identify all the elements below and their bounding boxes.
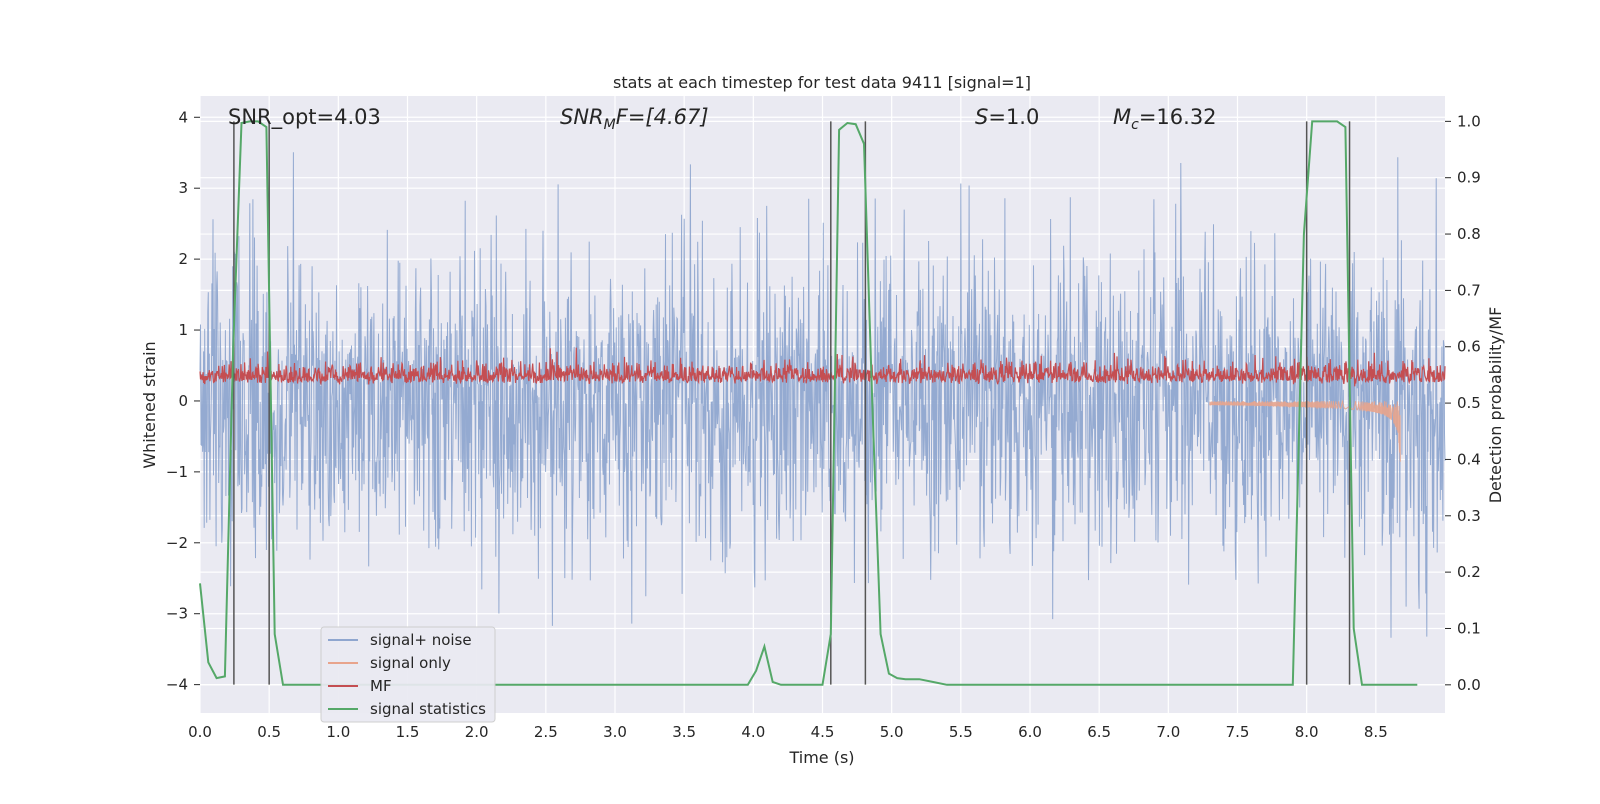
series-mf	[199, 347, 1446, 387]
y-axis-ticks: −4 −3 −2 −1 0 1 2 3 4	[166, 108, 200, 694]
x-tick-label: 1.0	[326, 723, 350, 741]
y-axis-label: Whitened strain	[140, 341, 159, 468]
series-mf-line	[199, 347, 1446, 387]
x-tick-label: 0.5	[257, 723, 281, 741]
y-tick-label: 4	[178, 108, 188, 126]
legend-label-signal-noise: signal+ noise	[370, 631, 472, 649]
x-tick-label: 2.0	[465, 723, 489, 741]
legend-label-signal-only: signal only	[370, 654, 451, 672]
annotation-snr-mf: SNRMF=[4.67]	[560, 105, 709, 133]
y-right-tick-label: 0.4	[1457, 450, 1481, 468]
x-tick-label: 3.5	[672, 723, 696, 741]
y-axis-right-label: Detection probability/MF	[1486, 307, 1505, 504]
y-tick-label: −2	[166, 534, 188, 552]
y-right-tick-label: 0.9	[1457, 169, 1481, 187]
x-tick-label: 4.5	[811, 723, 835, 741]
y-right-tick-label: 0.1	[1457, 619, 1481, 637]
y-tick-label: −1	[166, 463, 188, 481]
x-tick-label: 5.5	[949, 723, 973, 741]
y-tick-label: −4	[166, 676, 188, 694]
legend: signal+ noise signal only MF signal stat…	[320, 626, 496, 723]
y-right-tick-label: 0.6	[1457, 338, 1481, 356]
x-tick-label: 5.0	[880, 723, 904, 741]
x-axis-label: Time (s)	[788, 748, 854, 767]
annotation-snr-opt: SNR_opt=4.03	[228, 105, 381, 130]
x-tick-label: 3.0	[603, 723, 627, 741]
x-tick-label: 1.5	[396, 723, 420, 741]
series-signal-only-line	[1209, 399, 1401, 462]
x-tick-label: 6.0	[1018, 723, 1042, 741]
y-right-tick-label: 0.0	[1457, 676, 1481, 694]
x-tick-label: 7.0	[1156, 723, 1180, 741]
y-right-tick-label: 0.2	[1457, 563, 1481, 581]
x-tick-label: 0.0	[188, 723, 212, 741]
y-tick-label: 0	[178, 392, 188, 410]
y-tick-label: 3	[178, 179, 188, 197]
series-signal-statistics-line	[199, 120, 1418, 686]
annotation-s: S=1.0	[975, 105, 1039, 129]
series-signal-noise	[199, 152, 1446, 638]
y-tick-label: −3	[166, 605, 188, 623]
x-tick-label: 4.0	[741, 723, 765, 741]
y-right-tick-label: 0.7	[1457, 281, 1481, 299]
y-right-tick-label: 1.0	[1457, 112, 1481, 130]
annotation-mc: Mc=16.32	[1113, 105, 1217, 133]
series-signal-only	[1209, 399, 1401, 462]
legend-box	[320, 626, 496, 723]
legend-label-signal-statistics: signal statistics	[370, 700, 486, 718]
y-tick-label: 2	[178, 250, 188, 268]
y-right-tick-label: 0.5	[1457, 394, 1481, 412]
x-tick-label: 6.5	[1087, 723, 1111, 741]
x-tick-label: 2.5	[534, 723, 558, 741]
series-signal-noise-line	[199, 152, 1446, 638]
x-tick-label: 8.5	[1364, 723, 1388, 741]
y-right-tick-label: 0.8	[1457, 225, 1481, 243]
y-axis-right-ticks: 0.0 0.1 0.2 0.3 0.4 0.5 0.6 0.7 0.8 0.9 1.0	[1445, 112, 1481, 694]
y-right-tick-label: 0.3	[1457, 507, 1481, 525]
y-tick-label: 1	[178, 321, 188, 339]
x-axis-ticks: 0.0 0.5 1.0 1.5 2.0 2.5 3.0 3.5 4.0 4.5 5.0 5.5 6.0 6…	[188, 723, 1388, 741]
legend-label-mf: MF	[370, 677, 392, 695]
x-tick-label: 7.5	[1226, 723, 1250, 741]
series-signal-statistics	[199, 120, 1418, 686]
x-tick-label: 8.0	[1295, 723, 1319, 741]
chart-title: stats at each timestep for test data 941…	[613, 73, 1031, 92]
